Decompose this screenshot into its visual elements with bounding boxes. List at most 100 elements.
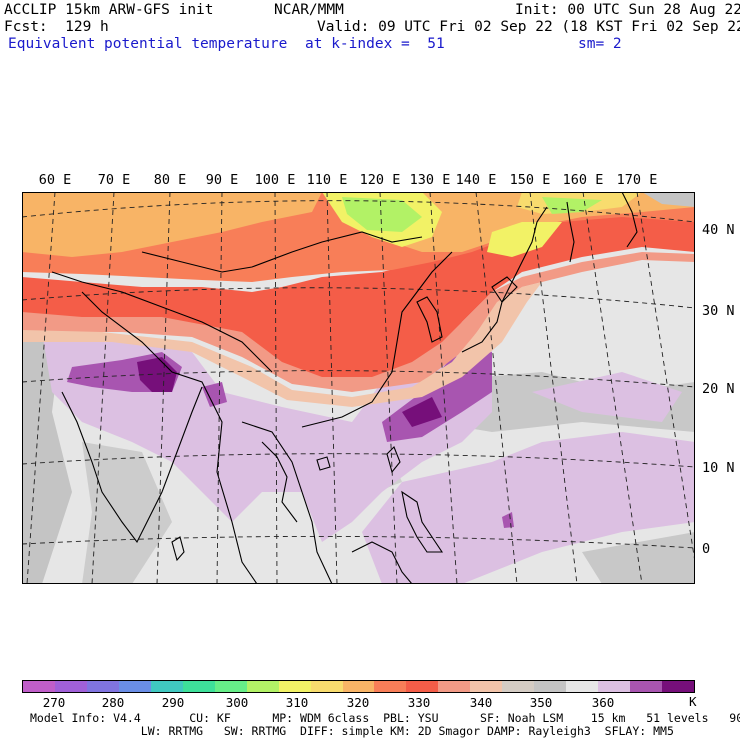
- lon-label: 170 E: [616, 172, 658, 188]
- lon-label: 60 E: [38, 172, 72, 188]
- level-info: at k-index = 51: [305, 36, 445, 52]
- colorbar-swatch: [310, 681, 343, 692]
- colorbar-swatch: [662, 681, 695, 692]
- grid-meridian: [529, 192, 578, 584]
- grid-meridian: [274, 192, 278, 584]
- colorbar-swatch: [214, 681, 247, 692]
- purple-core: [402, 397, 442, 427]
- se-asia-coast: [241, 421, 333, 584]
- colorbar-label: 360: [591, 695, 615, 710]
- lat-label: 10 N: [702, 460, 735, 476]
- grid-meridian: [429, 192, 458, 584]
- colorbar-swatch: [502, 681, 535, 692]
- pink-band: [22, 252, 695, 392]
- lon-label: 100 E: [254, 172, 296, 188]
- india-coast: [81, 291, 258, 584]
- colorbar-label: 320: [346, 695, 370, 710]
- kamchatka: [621, 192, 638, 248]
- grid-parallel: [22, 287, 695, 309]
- grid-meridian: [379, 192, 398, 584]
- colorbar-label: 340: [469, 695, 493, 710]
- lat-label: 0: [702, 541, 711, 557]
- korea: [416, 296, 443, 343]
- map-frame: [22, 192, 695, 584]
- grid-parallel: [22, 370, 695, 388]
- colorbar-swatch: [246, 681, 279, 692]
- grid-parallel: [22, 200, 695, 223]
- japan-islands: [491, 276, 518, 303]
- gray-region: [22, 312, 72, 584]
- country-border: [141, 231, 423, 273]
- grid-meridian: [156, 192, 171, 584]
- country-border: [51, 271, 273, 373]
- taiwan: [386, 446, 401, 474]
- lon-label: 140 E: [455, 172, 497, 188]
- grid-meridian: [216, 192, 223, 584]
- china-coast: [301, 251, 453, 428]
- grid-meridian: [26, 192, 56, 584]
- lilac-region: [362, 432, 695, 584]
- colorbar-label: 310: [285, 695, 309, 710]
- model-title: ACCLIP 15km ARW-GFS init: [4, 2, 214, 18]
- colorbar-label: 290: [161, 695, 185, 710]
- field-name: Equivalent potential temperature: [8, 36, 288, 52]
- colorbar-swatch: [342, 681, 375, 692]
- grid-meridian: [582, 192, 643, 584]
- colorbar: [22, 680, 695, 693]
- colorbar-label: 300: [225, 695, 249, 710]
- graticule: [22, 192, 695, 584]
- colorbar-swatch: [278, 681, 311, 692]
- model-info-line: Model Info: V4.4 CU: KF MP: WDM 6class P…: [30, 711, 740, 725]
- colorbar-label: 270: [42, 695, 66, 710]
- colorbar-swatch: [150, 681, 183, 692]
- lon-label: 120 E: [359, 172, 401, 188]
- forecast-hour: Fcst: 129 h: [4, 19, 109, 35]
- lon-label: 130 E: [409, 172, 451, 188]
- lilac-region: [532, 372, 682, 422]
- coastlines: [51, 192, 638, 584]
- colorbar-swatch: [23, 681, 55, 692]
- colorbar-swatch: [54, 681, 87, 692]
- lon-label: 90 E: [205, 172, 239, 188]
- colorbar-swatch: [406, 681, 439, 692]
- colorbar-swatch: [534, 681, 567, 692]
- colorbar-unit: K: [689, 694, 697, 709]
- valid-time: Valid: 09 UTC Fri 02 Sep 22 (18 KST Fri …: [317, 19, 740, 35]
- sri-lanka: [171, 536, 185, 562]
- lat-label: 40 N: [702, 222, 735, 238]
- lon-label: 160 E: [562, 172, 604, 188]
- colorbar-label: 350: [529, 695, 553, 710]
- philippines: [401, 490, 444, 553]
- colorbar-label: 330: [407, 695, 431, 710]
- indian-subcontinent: [61, 386, 203, 544]
- physics-info-line: LW: RRTMG SW: RRTMG DIFF: simple KM: 2D …: [30, 724, 674, 738]
- colorbar-swatch: [470, 681, 503, 692]
- colorbar-label: 280: [101, 695, 125, 710]
- smoothing-info: sm= 2: [578, 36, 622, 52]
- indochina-border: [261, 441, 298, 523]
- grid-meridian: [475, 192, 518, 584]
- colorbar-swatch: [374, 681, 407, 692]
- green-region: [342, 197, 422, 232]
- grid-parallel: [22, 535, 695, 549]
- grid-parallel: [22, 453, 695, 468]
- colorbar-swatch: [86, 681, 119, 692]
- light-orange-region: [22, 192, 322, 257]
- grid-meridian: [91, 192, 115, 584]
- lon-label: 110 E: [306, 172, 348, 188]
- grid-meridian: [326, 192, 338, 584]
- theta-e-map: [22, 192, 695, 584]
- borneo-coast: [351, 541, 413, 584]
- colorbar-swatch: [182, 681, 215, 692]
- colorbar-swatch: [630, 681, 663, 692]
- gray-region: [82, 442, 172, 584]
- gray-region: [642, 192, 695, 207]
- lat-label: 30 N: [702, 303, 735, 319]
- lon-label: 150 E: [509, 172, 551, 188]
- hainan: [316, 456, 331, 471]
- green-region: [542, 197, 602, 214]
- yellow-region: [487, 222, 562, 257]
- colorbar-swatch: [566, 681, 599, 692]
- colorbar-swatch: [118, 681, 151, 692]
- sakhalin: [566, 201, 575, 263]
